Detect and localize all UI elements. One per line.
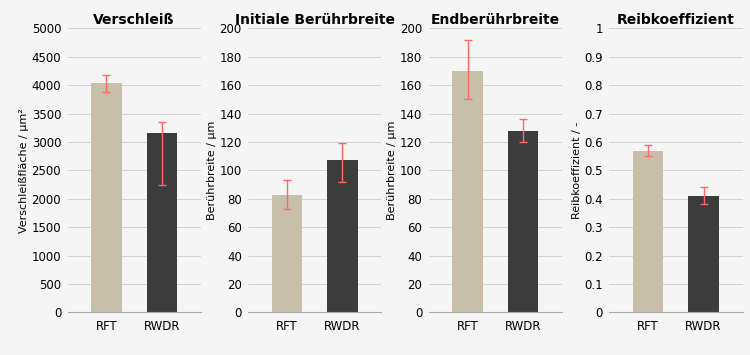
Title: Initiale Berührbreite: Initiale Berührbreite: [235, 13, 394, 27]
Title: Reibkoeffizient: Reibkoeffizient: [617, 13, 735, 27]
Y-axis label: Verschleißfläche / μm²: Verschleißfläche / μm²: [19, 108, 28, 233]
Title: Verschleiß: Verschleiß: [94, 13, 175, 27]
Bar: [147, 133, 177, 312]
Bar: [452, 71, 483, 312]
Bar: [91, 83, 122, 312]
Bar: [272, 195, 302, 312]
Title: Endberührbreite: Endberührbreite: [430, 13, 560, 27]
Bar: [508, 131, 538, 312]
Y-axis label: Berührbreite / μm: Berührbreite / μm: [387, 121, 398, 220]
Y-axis label: Reibkoeffizient / -: Reibkoeffizient / -: [572, 122, 581, 219]
Bar: [688, 196, 719, 312]
Bar: [327, 160, 358, 312]
Bar: [633, 151, 663, 312]
Y-axis label: Berührbreite / μm: Berührbreite / μm: [207, 121, 217, 220]
